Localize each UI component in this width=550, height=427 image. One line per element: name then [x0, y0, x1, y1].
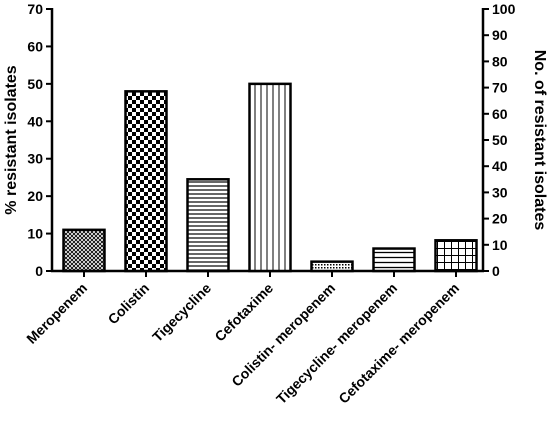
- right-tick-label: 100: [492, 1, 516, 17]
- bar-colistin-meropenem: [310, 260, 354, 273]
- category-label: Cefotaxime- meropenem: [335, 280, 462, 407]
- right-tick-label: 30: [492, 184, 508, 200]
- right-tick-label: 0: [492, 263, 500, 279]
- bars-group: [62, 82, 478, 273]
- left-tick-label: 40: [27, 113, 43, 129]
- left-tick-label: 30: [27, 151, 43, 167]
- left-tick-label: 0: [35, 263, 43, 279]
- right-y-axis: 0 10 20 30 40 50 60 70 80 90 100: [481, 1, 516, 279]
- bar-cefotaxime: [248, 82, 292, 273]
- category-label: Meropenem: [23, 280, 90, 347]
- category-label: Cefotaxime: [211, 280, 276, 345]
- left-tick-label: 70: [27, 1, 43, 17]
- bar-tigecycline: [186, 178, 230, 273]
- left-tick-label: 20: [27, 188, 43, 204]
- left-tick-label: 50: [27, 76, 43, 92]
- right-tick-label: 20: [492, 211, 508, 227]
- category-label: Tigecycline- meropenem: [273, 280, 400, 407]
- bar-cefotaxime-meropenem: [434, 239, 478, 273]
- right-tick-label: 10: [492, 237, 508, 253]
- bar-meropenem: [62, 228, 106, 273]
- y2-axis-title: No. of resistant isolates: [531, 50, 548, 231]
- right-tick-label: 50: [492, 132, 508, 148]
- right-tick-label: 40: [492, 158, 508, 174]
- y-axis-title: % resistant isolates: [3, 65, 20, 215]
- category-label: Colistin- meropenem: [228, 280, 338, 390]
- bar-colistin: [124, 90, 168, 273]
- left-y-axis: 0 10 20 30 40 50 60 70: [27, 1, 54, 279]
- category-label: Colistin: [105, 280, 153, 328]
- right-tick-label: 60: [492, 106, 508, 122]
- left-tick-label: 60: [27, 38, 43, 54]
- category-label: Tigecycline: [149, 280, 214, 345]
- right-tick-label: 70: [492, 80, 508, 96]
- category-labels: Meropenem ColistinTigecyclineCefotaximeCo…: [23, 280, 462, 407]
- right-tick-label: 80: [492, 53, 508, 69]
- left-tick-label: 10: [27, 226, 43, 242]
- bar-tigecycline-meropenem: [372, 247, 416, 273]
- right-tick-label: 90: [492, 27, 508, 43]
